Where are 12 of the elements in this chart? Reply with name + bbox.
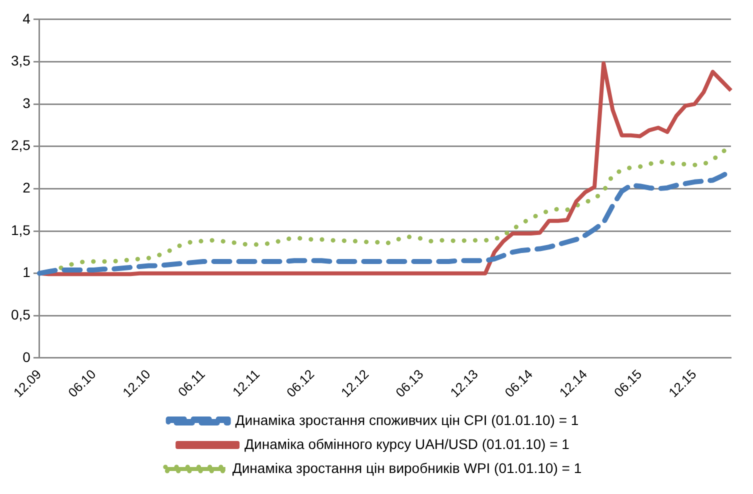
legend-label: Динаміка зростання цін виробників WPI (01.01.10) = 1 [232, 460, 582, 476]
y-tick-label: 3 [22, 94, 31, 111]
y-tick-label: 0,5 [10, 306, 31, 323]
y-tick-label: 1 [22, 264, 31, 280]
y-tick-label: 4 [22, 10, 31, 26]
y-tick-label: 3,5 [10, 52, 31, 69]
y-tick-label: 0 [22, 348, 31, 365]
y-tick-label: 2 [22, 180, 31, 196]
legend-label: Динаміка обмінного курсу UAH/USD (01.01.10) = 1 [244, 436, 570, 452]
y-tick-label: 2,5 [10, 137, 31, 154]
y-tick-label: 1,5 [10, 222, 31, 238]
legend-label: Динаміка зростання споживчих цін CPI (01.01.10) = 1 [235, 412, 579, 428]
